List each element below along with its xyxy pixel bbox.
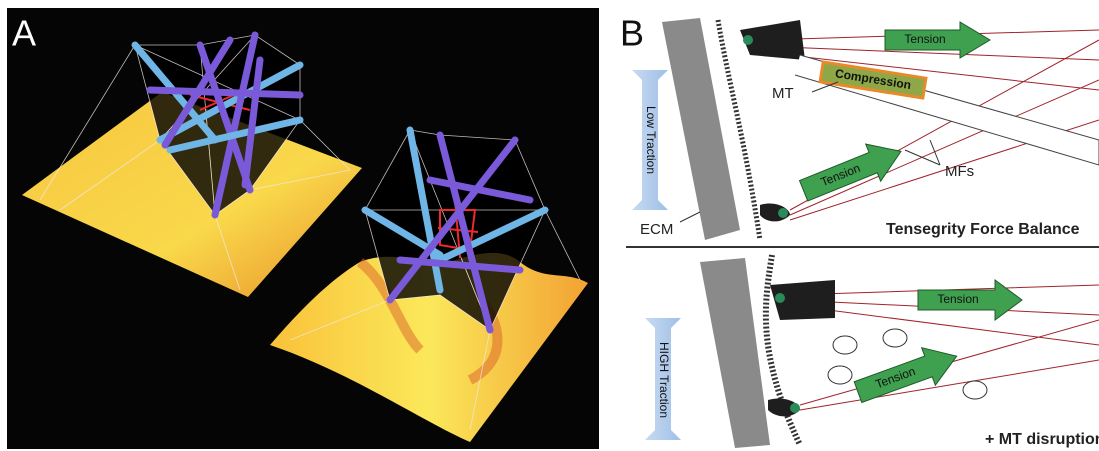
- traction-marker: [645, 318, 681, 440]
- leader-line: [679, 211, 701, 223]
- mt-fragment: [827, 365, 853, 385]
- traction-label: HIGH Traction: [657, 342, 671, 418]
- membrane: [715, 19, 763, 241]
- strut: [166, 116, 304, 154]
- tension-arrow: [853, 346, 958, 404]
- strut: [211, 31, 259, 219]
- tension-arrow: [917, 279, 1023, 321]
- integrin: [743, 35, 753, 45]
- mt-label: MT: [772, 85, 794, 102]
- tension-label: Tension: [904, 32, 945, 46]
- deformed-substrate: [270, 252, 588, 442]
- tensegrity-right: [289, 126, 581, 431]
- panel-label: A: [12, 13, 36, 54]
- traction-label: Low Traction: [644, 106, 658, 174]
- ecm-blocks: [662, 18, 740, 240]
- tension-arrow: [884, 21, 991, 59]
- panel-b: B Compression Tension Tension MT MFs Low…: [620, 13, 1099, 448]
- mt-fragment: [832, 335, 858, 355]
- caption: + MT disruption: [985, 431, 1099, 448]
- leader-line: [811, 81, 839, 93]
- strut: [146, 86, 304, 99]
- tension-label: Tension: [937, 292, 978, 306]
- tensegrity-left: [39, 31, 351, 291]
- tension-arrow-group: Tension: [853, 346, 958, 404]
- leader-line: [904, 139, 941, 166]
- mt-fragment: [882, 328, 908, 348]
- integrin: [778, 208, 788, 218]
- ecm-label: ECM: [640, 221, 673, 238]
- strut: [156, 61, 304, 144]
- focal-adhesion: [740, 20, 805, 60]
- focal-adhesion: [770, 280, 835, 320]
- strut: [426, 176, 534, 204]
- strut: [436, 131, 494, 334]
- strut: [436, 206, 549, 264]
- strut: [386, 136, 519, 304]
- mt-fragments: [827, 328, 988, 400]
- traction-marker: [632, 70, 668, 210]
- integrin: [775, 293, 785, 303]
- strut: [396, 256, 524, 274]
- compression-fill: [818, 60, 928, 100]
- mfs-label: MFs: [945, 163, 974, 180]
- tension-arrow: [798, 143, 902, 202]
- panel-label: B: [620, 13, 644, 54]
- integrin: [790, 403, 800, 413]
- ecm-blocks: [700, 258, 770, 448]
- strut: [241, 56, 264, 189]
- mt-fragment: [962, 380, 988, 400]
- caption: Tensegrity Force Balance: [886, 221, 1080, 238]
- panel-a: A: [7, 8, 599, 449]
